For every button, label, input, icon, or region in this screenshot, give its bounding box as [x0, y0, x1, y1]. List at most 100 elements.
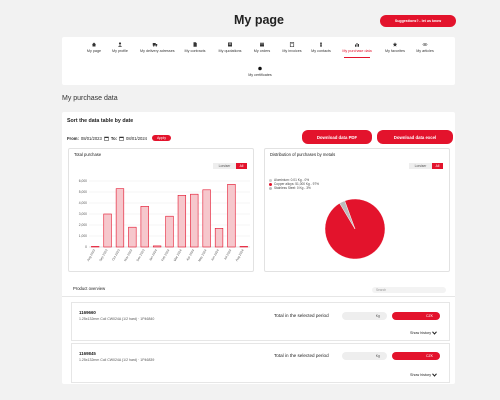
product-row: 1169660 1.25x132mm Coil CW024A (1/2 hard… [71, 302, 450, 341]
calendar-icon[interactable] [104, 136, 109, 141]
divider [62, 296, 455, 297]
nav-item-my-purchase-data[interactable]: My purchase data [342, 42, 372, 58]
product-code: 1169845 [79, 351, 96, 356]
y-tick-label: 6,000 [79, 179, 87, 183]
section-title: My purchase data [62, 95, 118, 102]
orders-icon [260, 42, 264, 47]
chart-toggle[interactable]: Lorsiser All [213, 163, 247, 169]
legend-swatch [269, 186, 272, 190]
product-description: 1.25x132mm Coil CW024A (1/2 hard) · 1P46… [79, 317, 155, 321]
to-date-input[interactable]: 08/01/2024 [126, 135, 148, 141]
bar [190, 193, 199, 248]
kg-total-field: Kg [342, 352, 387, 360]
to-label: To: [110, 135, 118, 141]
sort-heading: Sort the data table by date [67, 118, 134, 124]
contact-icon [320, 42, 322, 47]
product-overview-title: Product overview [73, 286, 106, 291]
x-tick-label: Oct 2023 [111, 248, 121, 261]
nav-item-my-delivery-adresses[interactable]: My delivery adresses [140, 42, 175, 53]
bar [152, 245, 162, 248]
y-tick-label: 0 [85, 245, 87, 249]
x-tick-label: Nov 2023 [123, 248, 133, 262]
toggle-option-all[interactable]: All [432, 163, 443, 169]
apply-button[interactable]: Apply [152, 135, 172, 141]
x-tick-label: Apr 2024 [185, 248, 195, 261]
page-title: My page [233, 13, 284, 27]
nav-item-my-invoices[interactable]: My invoices [277, 42, 307, 53]
chart-title: Total purchase [74, 152, 102, 157]
pie-slice [339, 200, 356, 230]
x-tick-label: Aug 2023 [86, 248, 96, 262]
document-icon [193, 42, 197, 47]
x-tick-label: Aug 2024 [235, 248, 245, 262]
toggle-option-lorsiser[interactable]: Lorsiser [409, 163, 432, 169]
legend-swatch [269, 178, 272, 182]
toggle-option-all[interactable]: All [236, 163, 247, 169]
y-tick-label: 4,000 [79, 201, 87, 205]
invoice-icon [289, 42, 295, 47]
show-history-toggle[interactable]: Show history [410, 331, 437, 335]
total-purchase-chart-card: Total purchase Lorsiser All 0 1,000 2,000 3… [68, 148, 254, 272]
link-icon [422, 43, 428, 46]
bar [128, 226, 137, 248]
chevron-down-icon [432, 373, 437, 377]
home-icon [92, 42, 96, 47]
quotation-icon [228, 42, 232, 47]
bar-chart-icon [355, 43, 359, 47]
legend-item[interactable]: Aluminium: 0.01 Kg - 0% [269, 178, 319, 182]
product-search-input[interactable]: Search [372, 287, 446, 293]
legend-item[interactable]: Stainless Steel: 0 Kg - 3% [269, 186, 319, 190]
kg-total-field: Kg [342, 312, 387, 320]
chevron-down-icon [432, 331, 437, 335]
y-tick-label: 5,000 [79, 190, 87, 194]
bar [103, 213, 112, 248]
pie-legend: Aluminium: 0.01 Kg - 0% Copper alloys: 5… [269, 178, 319, 190]
nav-item-my-contacts[interactable]: My contacts [306, 42, 336, 53]
y-tick-label: 1,000 [79, 234, 87, 238]
bar [91, 246, 100, 248]
product-description: 1.25x132mm Coil CW024A (1/2 hard) · 1P46… [79, 358, 155, 362]
x-tick-label: Jul 2024 [223, 248, 232, 260]
from-date-input[interactable]: 08/01/2023 [80, 135, 102, 141]
bar [115, 188, 125, 248]
calendar-icon[interactable] [119, 136, 124, 141]
bar-chart: 0 1,000 2,000 3,000 4,000 5,000 6,000 Aug 2023 S… [79, 179, 250, 262]
nav-item-my-orders[interactable]: My orders [247, 42, 277, 53]
nav-item-my-favorites[interactable]: My favorites [380, 42, 410, 53]
x-tick-label: Jan 2024 [148, 248, 158, 261]
bar [239, 246, 248, 248]
chart-toggle[interactable]: Lorsiser All [409, 163, 443, 169]
y-tick-label: 2,000 [79, 223, 87, 227]
truck-icon [152, 43, 158, 47]
nav-item-my-articles[interactable]: My articles [410, 42, 440, 53]
date-filter: From: 08/01/2023 To: 08/01/2024 Apply [67, 134, 172, 142]
from-label: From: [67, 135, 79, 141]
pie-chart [324, 198, 386, 260]
active-tab-underline [344, 57, 370, 58]
x-tick-label: Feb 2024 [160, 248, 170, 262]
legend-item[interactable]: Copper alloys: 51,000 Kg - 97% [269, 182, 319, 186]
nav-item-my-quotations[interactable]: My quotations [215, 42, 245, 53]
product-code: 1169660 [79, 310, 96, 315]
toggle-option-lorsiser[interactable]: Lorsiser [213, 163, 236, 169]
nav-item-my-certificates[interactable]: My certificates [245, 66, 275, 77]
user-icon [118, 42, 122, 47]
show-history-toggle[interactable]: Show history [410, 373, 437, 377]
x-tick-label: Jun 2024 [210, 248, 220, 261]
nav-item-my-contracts[interactable]: My contracts [180, 42, 210, 53]
download-pdf-button[interactable]: Download data PDF [302, 130, 372, 144]
download-excel-button[interactable]: Download data excel [377, 130, 453, 144]
nav-item-my-profile[interactable]: My profile [105, 42, 135, 53]
bar [214, 227, 224, 248]
navigation-menu: My page My profile My delivery adresses … [62, 37, 455, 85]
metals-distribution-chart-card: Distribution of purchases by metals Lors… [264, 148, 450, 272]
czk-total-field: CZK [392, 352, 440, 360]
total-label: Total in the selected period [274, 313, 329, 318]
product-row: 1169845 1.25x132mm Coil CW024A (1/2 hard… [71, 343, 450, 383]
bar [177, 194, 187, 248]
x-tick-label: May 2024 [197, 248, 207, 262]
suggestion-button[interactable]: Suggestions?.. let us know [380, 15, 456, 27]
nav-item-my-page[interactable]: My page [79, 42, 109, 53]
czk-total-field: CZK [392, 312, 440, 320]
x-tick-label: Mar 2024 [173, 248, 183, 262]
